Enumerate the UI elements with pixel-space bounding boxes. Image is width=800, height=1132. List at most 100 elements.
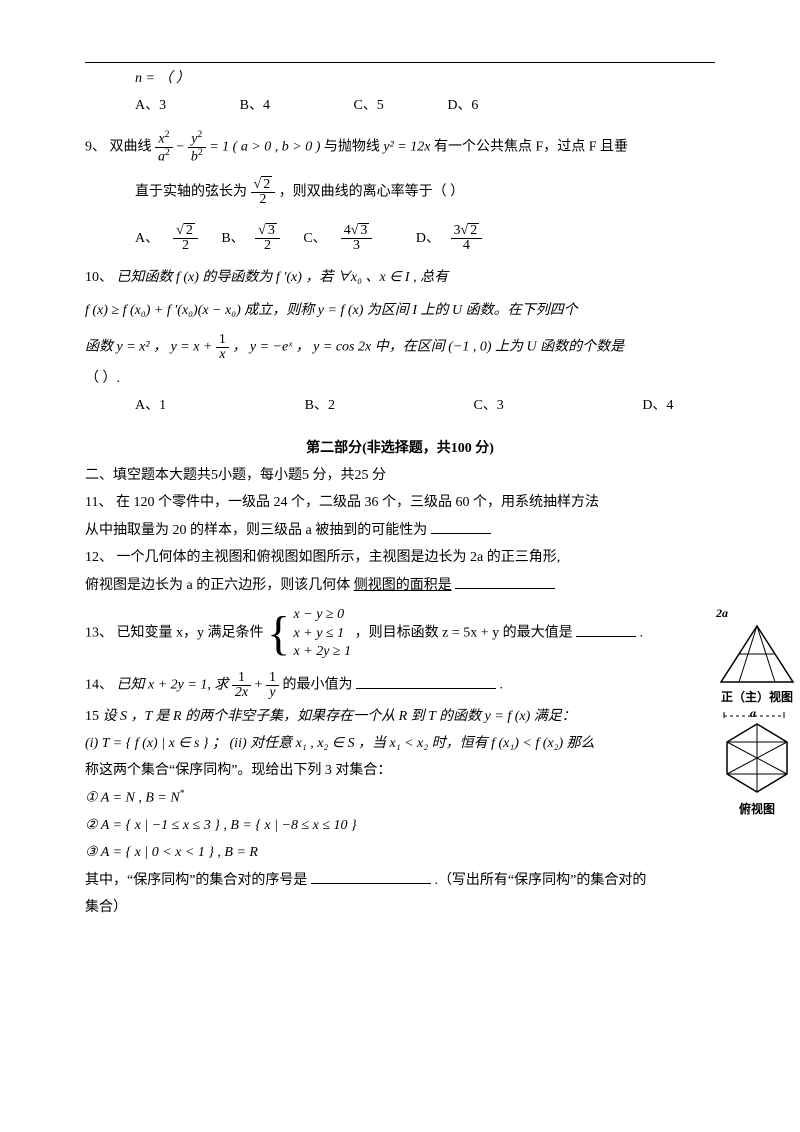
q10-line4: （ ）.	[85, 368, 715, 389]
q9-parab: y² = 12x	[383, 139, 430, 154]
q9-l2-pre: 直于实轴的弦长为	[135, 185, 251, 200]
q10-line2: f (x) ≥ f (x₀) + f ′(x₀)(x − x₀) 成立，则称 y…	[85, 300, 715, 321]
q15-l3: 称这两个集合“保序同构”。现给出下列 3 对集合：	[85, 760, 715, 781]
q15-num: 15	[85, 709, 99, 724]
q15-l4-post: .（写出所有“保序同构”的集合对的	[434, 873, 646, 888]
q14-f1n: 1	[232, 671, 251, 686]
q10-line1: 10、 已知函数 f (x) 的导函数为 f ′(x) ，若 ∀x₀ 、x ∈ …	[85, 267, 715, 288]
q15-l1t: 设 S ，T 是 R 的两个非空子集，如果存在一个从 R 到 T 的函数 y =…	[103, 709, 576, 724]
q11-l1: 在 120 个零件中，一级品 24 个，二级品 36 个，三级品 60 个，用系…	[116, 495, 599, 510]
q10-opt-c: C、3	[473, 395, 503, 416]
fig-front-label: 正（主）视图	[714, 688, 800, 706]
q10-l2: f (x) ≥ f (x₀) + f ′(x₀)(x − x₀) 成立，则称 y…	[85, 303, 578, 318]
q9-d-pre: 3	[454, 224, 461, 238]
q9-d-den: 4	[451, 239, 483, 253]
q8-opt-b: B、4	[240, 95, 270, 116]
q14-f2d: y	[266, 686, 279, 700]
q14-plus: +	[255, 678, 266, 693]
q9-hyper-rhs: = 1 ( a > 0 , b > 0 )	[209, 139, 320, 154]
fig-label-2a: 2a	[714, 604, 800, 622]
q12-under: 侧视图的面积是	[354, 578, 452, 593]
q9-mid: 与抛物线	[324, 139, 384, 154]
q10-l3-pre: 函数 y = x² ， y = x +	[85, 340, 216, 355]
q15-l2: (i) T = { f (x) | x ∈ s } ； (ii) 对任意 x₁ …	[85, 733, 715, 754]
minus-sign: −	[176, 139, 187, 154]
q9-c-pre: 4	[344, 224, 351, 238]
q10-1x-n: 1	[216, 333, 229, 348]
q15-i1: ① A = N , B = N*	[85, 787, 715, 809]
q9-b-lbl: B、	[221, 228, 244, 249]
q9-hyper-right: y2 b2	[188, 130, 206, 164]
q11-line2: 从中抽取量为 20 的样本，则三级品 a 被抽到的可能性为	[85, 519, 715, 541]
q9-num: 9、	[85, 139, 106, 154]
q14-num: 14、	[85, 678, 113, 693]
q9-opt-b: B、 32	[221, 223, 280, 253]
q9-chord-den: 2	[251, 193, 276, 207]
q9-chord-rad: 2	[261, 176, 272, 192]
q10-l4: （ ）.	[85, 371, 120, 386]
q13-pre: 已知变量 x，y 满足条件	[117, 626, 268, 641]
q15-star: *	[180, 788, 185, 799]
q10-num: 10、	[85, 270, 113, 285]
side-figure: 2a 正（主）视图 a 俯视图	[714, 604, 800, 818]
q9-chord: 2 2	[251, 178, 276, 207]
q9-opt-a: A、 22	[135, 223, 198, 253]
q11-blank	[431, 519, 491, 534]
q9-c-rad: 3	[358, 223, 369, 238]
fig-top-label: 俯视图	[714, 800, 800, 818]
q12-blank	[455, 574, 555, 589]
page-content: n = （ ） A、3 B、4 C、5 D、6 9、 双曲线 x2 a2 − y…	[85, 62, 715, 918]
q13-blank	[576, 622, 636, 637]
q10-1x-d: x	[216, 348, 229, 362]
q9-l2-post: ，则双曲线的离心率等于（ ）	[279, 185, 465, 200]
q13-sys-2: x + y ≤ 1	[294, 625, 352, 643]
q9: 9、 双曲线 x2 a2 − y2 b2 = 1 ( a > 0 , b > 0…	[85, 130, 715, 164]
q14-blank	[356, 674, 496, 689]
q14-f2: 1 y	[266, 671, 279, 700]
q14-mid: 的最小值为	[282, 678, 356, 693]
q11-l2: 从中抽取量为 20 的样本，则三级品 a 被抽到的可能性为	[85, 523, 427, 538]
q10-options: A、1 B、2 C、3 D、4	[85, 395, 715, 416]
q13-system: x − y ≥ 0 x + y ≤ 1 x + 2y ≥ 1	[294, 606, 352, 661]
q9-post: 有一个公共焦点 F，过点 F 且垂	[434, 139, 628, 154]
q11-num: 11、	[85, 495, 112, 510]
brace-icon: {	[267, 614, 290, 654]
q15-i2: ② A = { x | −1 ≤ x ≤ 3 } , B = { x | −8 …	[85, 815, 715, 836]
q8-opt-a: A、3	[135, 95, 166, 116]
front-view-icon	[717, 622, 797, 686]
section2-title: 第二部分(非选择题，共100 分)	[85, 438, 715, 459]
q13-sys-1: x − y ≥ 0	[294, 606, 352, 624]
q13-num: 13、	[85, 626, 113, 641]
q9-pre: 双曲线	[110, 139, 156, 154]
q9-opt-c: C、 433	[303, 223, 372, 253]
q8-opt-d: D、6	[447, 95, 478, 116]
q9-opt-d: D、 324	[416, 223, 482, 253]
fig-dash	[714, 706, 794, 718]
q14-f1: 1 2x	[232, 671, 251, 700]
q11-line1: 11、 在 120 个零件中，一级品 24 个，二级品 36 个，三级品 60 …	[85, 492, 715, 513]
top-view-icon	[717, 718, 797, 798]
q10-opt-d: D、4	[642, 395, 673, 416]
q10-frac-1x: 1 x	[216, 333, 229, 362]
q15-i3: ③ A = { x | 0 < x < 1 } , B = R	[85, 842, 715, 863]
q9-c-den: 3	[341, 239, 373, 253]
q12-line2: 俯视图是边长为 a 的正六边形，则该几何体 侧视图的面积是	[85, 574, 715, 596]
q9-line2: 直于实轴的弦长为 2 2 ，则双曲线的离心率等于（ ）	[85, 178, 715, 207]
q8-stem: n = （ ）	[85, 68, 715, 89]
q15-l4: 其中，“保序同构”的集合对的序号是 .（写出所有“保序同构”的集合对的	[85, 869, 715, 891]
q9-a-lbl: A、	[135, 228, 159, 249]
q15-blank	[311, 869, 431, 884]
q14: 14、 已知 x + 2y = 1, 求 1 2x + 1 y 的最小值为 .	[85, 671, 715, 700]
q15-l5: 集合）	[85, 897, 715, 918]
q10-l1: 已知函数 f (x) 的导函数为 f ′(x) ，若 ∀x₀ 、x ∈ I , …	[117, 270, 449, 285]
q14-f1d: 2x	[232, 686, 251, 700]
q10-opt-a: A、1	[135, 395, 166, 416]
q14-f2n: 1	[266, 671, 279, 686]
q10-l3-mid: ， y = −eˣ ， y = cos 2x 中，在区间 (−1 , 0) 上为…	[232, 340, 624, 355]
q8-options: A、3 B、4 C、5 D、6	[85, 95, 715, 116]
q13-sys-3: x + 2y ≥ 1	[294, 643, 352, 661]
q12-l1: 一个几何体的主视图和俯视图如图所示，主视图是边长为 2a 的正三角形,	[117, 550, 561, 565]
q9-d-rad: 2	[468, 223, 479, 238]
q12-num: 12、	[85, 550, 113, 565]
q13-mid: ，则目标函数 z = 5x + y 的最大值是	[355, 626, 573, 641]
